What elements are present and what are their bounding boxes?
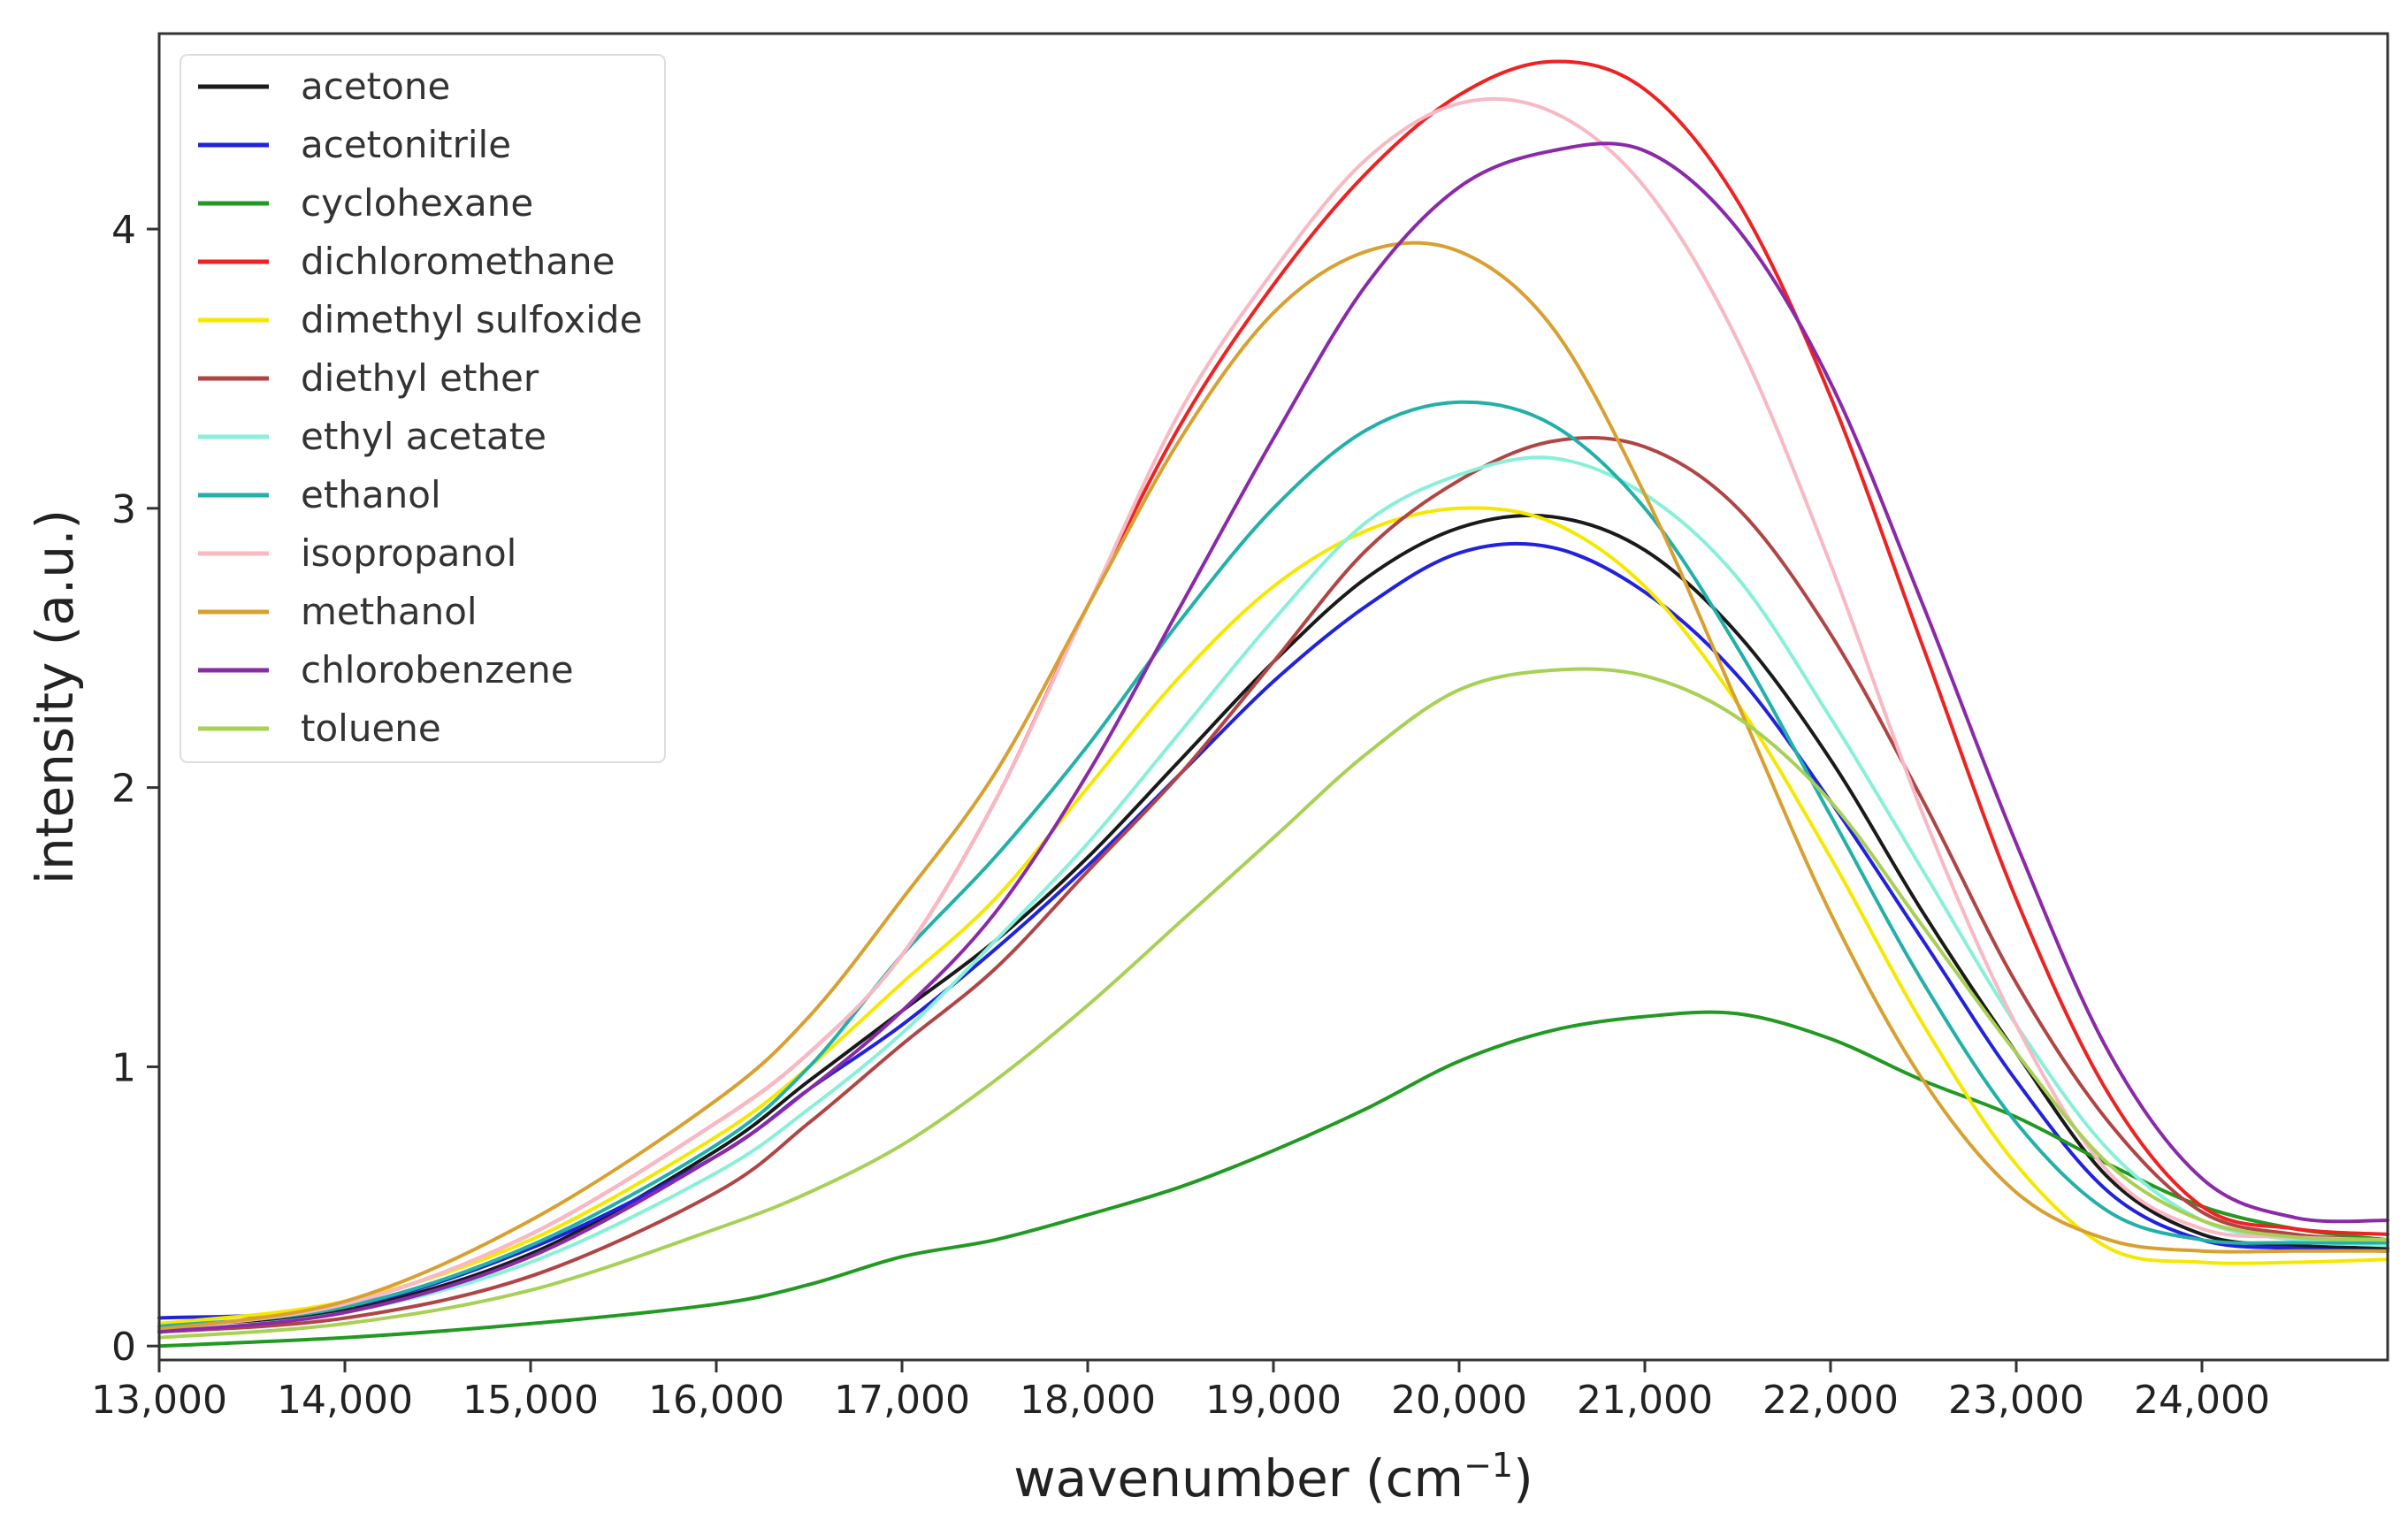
x-axis-title-exponent: −1 [1464, 1446, 1513, 1485]
legend-label-dichloromethane: dichloromethane [301, 240, 615, 283]
x-tick-label: 15,000 [462, 1378, 599, 1423]
x-axis-title: wavenumber (cm−1) [1013, 1446, 1533, 1509]
series-line-diethyl-ether [157, 435, 2389, 1334]
series-line-ethanol [157, 400, 2389, 1329]
x-tick-label: 16,000 [648, 1378, 784, 1423]
y-axis: 0 1 2 3 4 [111, 208, 159, 1370]
x-tick-label: 21,000 [1577, 1378, 1713, 1423]
x-tick-label: 22,000 [1762, 1378, 1899, 1423]
x-tick-label: 24,000 [2134, 1378, 2270, 1423]
series-line-acetone [157, 513, 2389, 1329]
series-line-cyclohexane [157, 1010, 2389, 1348]
x-tick-label: 19,000 [1205, 1378, 1342, 1423]
legend-label-chlorobenzene: chlorobenzene [301, 648, 574, 691]
legend-label-methanol: methanol [301, 590, 478, 633]
x-tick-label: 14,000 [277, 1378, 413, 1423]
legend-label-toluene: toluene [301, 707, 441, 750]
legend-label-diethyl-ether: diethyl ether [301, 356, 539, 400]
x-axis: 13,000 14,000 15,000 16,000 17,000 18,000 19,0… [91, 1360, 2270, 1423]
y-tick-label: 2 [111, 767, 136, 812]
x-tick-label: 20,000 [1391, 1378, 1527, 1423]
x-tick-label: 23,000 [1948, 1378, 2084, 1423]
legend-label-dimethyl-sulfoxide: dimethyl sulfoxide [301, 298, 642, 341]
y-tick-label: 0 [111, 1325, 136, 1370]
legend-label-acetonitrile: acetonitrile [301, 123, 511, 166]
legend-frame [180, 54, 666, 763]
x-tick-label: 17,000 [834, 1378, 970, 1423]
y-axis-title: intensity (a.u.) [25, 509, 85, 884]
series-lines [157, 59, 2389, 1348]
series-line-ethyl-acetate [157, 455, 2389, 1334]
x-tick-label: 18,000 [1020, 1378, 1156, 1423]
legend: acetone acetonitrile cyclohexane dichlorome… [180, 54, 666, 763]
y-tick-label: 1 [111, 1045, 136, 1090]
series-line-isopropanol [157, 96, 2389, 1332]
legend-label-acetone: acetone [301, 65, 450, 108]
y-tick-label: 3 [111, 487, 136, 532]
series-line-toluene [157, 667, 2389, 1340]
series-line-dimethyl-sulfoxide [157, 506, 2389, 1326]
legend-label-ethyl-acetate: ethyl acetate [301, 415, 547, 458]
legend-label-isopropanol: isopropanol [301, 531, 516, 575]
y-tick-label: 4 [111, 208, 136, 253]
series-line-methanol [157, 241, 2389, 1332]
series-line-chlorobenzene [157, 141, 2389, 1334]
legend-label-ethanol: ethanol [301, 473, 441, 516]
legend-label-cyclohexane: cyclohexane [301, 181, 533, 225]
x-tick-label: 13,000 [91, 1378, 227, 1423]
